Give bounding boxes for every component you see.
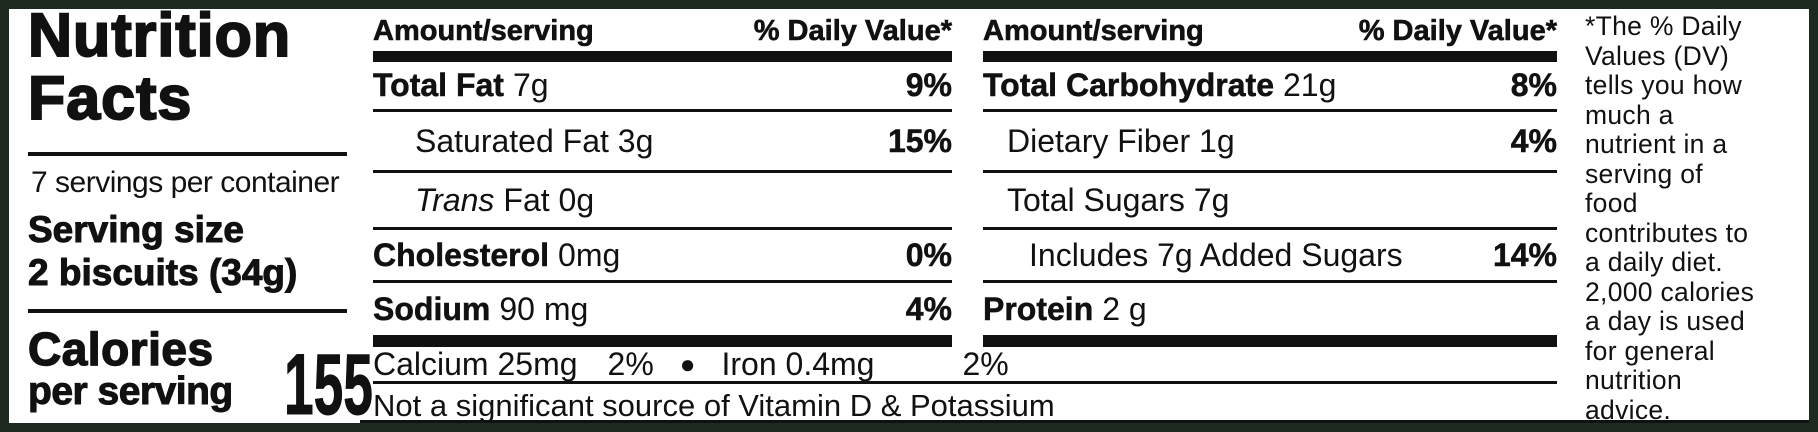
nutrient-row-total-fat: Total Fat 7g 9% [373, 62, 952, 112]
nutrient-label: Sodium 90 mg [373, 290, 589, 327]
thick-bar [983, 335, 1557, 347]
thick-bar [373, 335, 952, 347]
calcium-amount: Calcium 25mg [373, 345, 578, 382]
daily-value: 8% [1510, 67, 1557, 104]
serving-size: Serving size 2 biscuits (34g) [27, 208, 298, 294]
servings-per-container: 7 servings per container [31, 166, 340, 199]
nutrient-row-trans-fat: Trans Fat 0g [373, 173, 952, 230]
nutrient-row-added-sugars: Includes 7g Added Sugars 14% [983, 230, 1557, 283]
iron-daily-value: 2% [962, 345, 1009, 382]
nutrient-row-dietary-fiber: Dietary Fiber 1g 4% [983, 112, 1557, 173]
insignificant-nutrients-note: Not a significant source of Vitamin D & … [373, 388, 1055, 423]
amount-per-serving-header: Amount/serving [983, 15, 1204, 48]
thick-bar [983, 51, 1557, 62]
nutrient-label: Protein 2 g [983, 290, 1147, 327]
nutrient-row-total-sugars: Total Sugars 7g [983, 173, 1557, 230]
nutrient-row-cholesterol: Cholesterol 0mg 0% [373, 230, 952, 283]
column-header: Amount/serving % Daily Value* [373, 10, 953, 48]
divider [28, 152, 347, 156]
nutrient-label: Cholesterol 0mg [373, 236, 621, 273]
calories-value: 155 [284, 337, 374, 432]
nutrient-row-saturated-fat: Saturated Fat 3g 15% [373, 112, 952, 173]
daily-value-header: % Daily Value* [753, 15, 952, 48]
calories-per-serving-word: per serving [28, 370, 234, 413]
nutrient-row-sodium: Sodium 90 mg 4% [373, 283, 953, 335]
nutrient-label: Total Carbohydrate 21g [983, 67, 1337, 104]
amount-per-serving-header: Amount/serving [373, 15, 594, 48]
calcium-daily-value: 2% [607, 345, 654, 382]
nutrient-label: Total Sugars 7g [1007, 181, 1230, 218]
daily-value: 0% [905, 236, 952, 273]
serving-size-value: 2 biscuits (34g) [27, 252, 298, 294]
label-title: Nutrition Facts [27, 1, 292, 132]
nutrients-column-2: Amount/serving % Daily Value* Total Carb… [983, 0, 1557, 432]
daily-value-header: % Daily Value* [1358, 15, 1557, 48]
column-header: Amount/serving % Daily Value* [983, 10, 1558, 48]
calories-label: Calories per serving [27, 323, 234, 413]
daily-value: 15% [887, 122, 953, 159]
calories-word: Calories [27, 323, 214, 375]
daily-value: 4% [905, 290, 952, 327]
nutrient-label: Dietary Fiber 1g [1007, 122, 1235, 159]
title-line-2: Facts [27, 64, 193, 132]
nutrient-label: Trans Fat 0g [415, 181, 595, 218]
bullet-separator-icon: ● [679, 349, 696, 379]
nutrient-row-protein: Protein 2 g [983, 283, 1557, 335]
iron-amount: Iron 0.4mg [721, 345, 875, 382]
nutrients-column-1: Amount/serving % Daily Value* Total Fat 7… [373, 0, 952, 432]
nutrient-rows: Total Carbohydrate 21g 8% Dietary Fiber 1… [983, 62, 1557, 347]
divider [28, 309, 347, 313]
nutrient-label: Saturated Fat 3g [415, 122, 654, 159]
daily-value-footnote: *The % Daily Values (DV) tells you how m… [1585, 11, 1755, 425]
daily-value: 4% [1510, 122, 1557, 159]
title-line-1: Nutrition [27, 1, 292, 69]
nutrient-row-total-carbohydrate: Total Carbohydrate 21g 8% [983, 62, 1557, 112]
minerals-row: Calcium 25mg 2% ● Iron 0.4mg 2% [373, 345, 1557, 384]
serving-size-label: Serving size [27, 209, 244, 251]
daily-value: 9% [905, 67, 952, 104]
thick-bar [373, 51, 952, 62]
daily-value: 14% [1492, 236, 1558, 273]
nutrient-label: Includes 7g Added Sugars [1029, 236, 1403, 273]
nutrient-rows: Total Fat 7g 9% Saturated Fat 3g 15% Tran… [373, 62, 952, 347]
nutrient-label: Total Fat 7g [373, 67, 549, 104]
serving-info-panel: Nutrition Facts 7 servings per container… [27, 0, 373, 432]
